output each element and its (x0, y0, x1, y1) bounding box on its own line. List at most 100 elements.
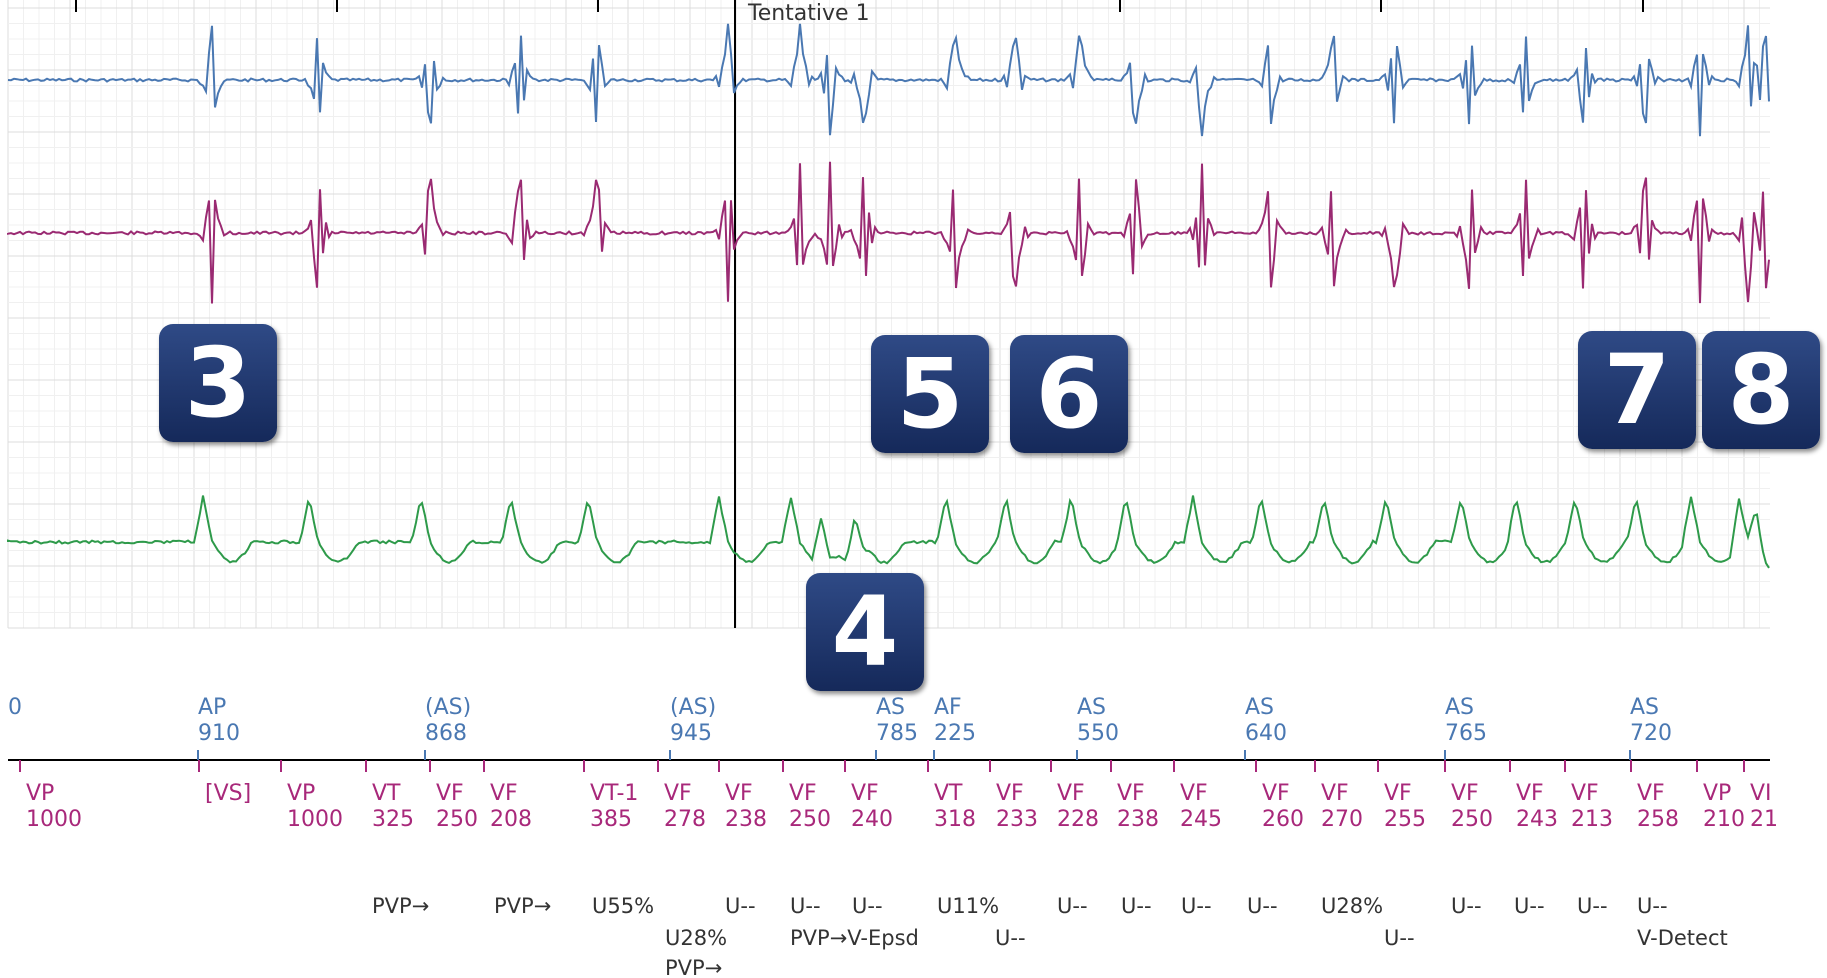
ventricular-marker-label: VF (664, 781, 692, 806)
annotation-row1-item: U-- (1451, 894, 1482, 918)
atrial-marker-interval: 640 (1245, 721, 1287, 746)
ventricular-marker-interval: 213 (1571, 807, 1613, 832)
atrial-marker-label: AP (198, 695, 226, 720)
atrial-marker-interval: 225 (934, 721, 976, 746)
atrial-marker-label: (AS) (670, 695, 716, 720)
ventricular-marker-interval: 255 (1384, 807, 1426, 832)
ventricular-marker-label: VF (1262, 781, 1290, 806)
atrial-marker-label: AS (876, 695, 905, 720)
ventricular-marker-interval: 385 (590, 807, 632, 832)
ventricular-marker-label: VF (1057, 781, 1085, 806)
atrial-marker-interval: 945 (670, 721, 712, 746)
annotation-row1-item: U-- (1637, 894, 1668, 918)
ventricular-marker-label: VF (1516, 781, 1544, 806)
annotation-row2-item: U-- (1384, 926, 1415, 950)
atrial-marker-label: AS (1245, 695, 1274, 720)
badge-8[interactable]: 8 (1702, 331, 1820, 449)
ventricular-marker-interval: 258 (1637, 807, 1679, 832)
atrial-marker-interval: 765 (1445, 721, 1487, 746)
atrial-marker-interval: 910 (198, 721, 240, 746)
atrial-marker-interval: 550 (1077, 721, 1119, 746)
atrial-marker-interval: 720 (1630, 721, 1672, 746)
annotation-rows: PVP→ PVP→ U55% U-- U-- U-- U11% U-- U-- U-- U-- U28… (372, 894, 1728, 978)
ventricular-marker-interval: 250 (789, 807, 831, 832)
annotation-row2-item: V-Detect (1637, 926, 1728, 950)
annotation-row1-item: U-- (1181, 894, 1212, 918)
ventricular-marker-interval: 1000 (287, 807, 343, 832)
annotation-row1-item: U-- (1247, 894, 1278, 918)
annotation-row1-item: U11% (937, 894, 999, 918)
annotation-row1-item: U-- (1514, 894, 1545, 918)
ventricular-marker-interval: 250 (436, 807, 478, 832)
atrial-marker-label: AS (1630, 695, 1659, 720)
far-field-channel (7, 495, 1770, 569)
ventricular-marker-interval: 238 (725, 807, 767, 832)
ventricular-marker-label: VI (1750, 781, 1772, 806)
atrial-marker-label: AS (1445, 695, 1474, 720)
atrial-marker-interval: 868 (425, 721, 467, 746)
annotation-row3-item: PVP→ (665, 956, 722, 978)
ventricular-marker-label: VT (934, 781, 963, 806)
ventricular-marker-label: VP (287, 781, 315, 806)
ventricular-marker-interval: 270 (1321, 807, 1363, 832)
annotation-row1-item: U-- (725, 894, 756, 918)
ventricular-marker-interval: 1000 (26, 807, 82, 832)
atrial-marker-label: AF (934, 695, 962, 720)
badge-4[interactable]: 4 (806, 573, 924, 691)
ventricular-marker-label: VF (1321, 781, 1349, 806)
annotation-row1-item: PVP→ (372, 894, 429, 918)
ventricular-marker-label: VF (1384, 781, 1412, 806)
annotation-row1-item: U-- (1057, 894, 1088, 918)
ventricular-marker-label: VF (725, 781, 753, 806)
tentative-label: Tentative 1 (747, 1, 870, 26)
annotation-row1-item: PVP→ (494, 894, 551, 918)
badge-3[interactable]: 3 (159, 324, 277, 442)
ventricular-marker-label: VP (1703, 781, 1731, 806)
badge-7[interactable]: 7 (1578, 331, 1696, 449)
ventricular-marker-interval: 21 (1750, 807, 1778, 832)
ventricular-marker-label: VP (26, 781, 54, 806)
top-time-ticks (75, 0, 1644, 12)
ventricular-marker-interval: 278 (664, 807, 706, 832)
ventricular-marker-interval: 208 (490, 807, 532, 832)
egm-traces (7, 23, 1770, 569)
annotation-row1-item: U-- (1577, 894, 1608, 918)
badge-6[interactable]: 6 (1010, 335, 1128, 453)
atrial-marker-interval: 785 (876, 721, 918, 746)
ventricular-marker-interval: 243 (1516, 807, 1558, 832)
ventricular-marker-label: VT-1 (590, 781, 638, 806)
annotation-row2-item: U28% (665, 926, 727, 950)
ventricular-marker-interval: 260 (1262, 807, 1304, 832)
ventricular-marker-label: VF (1451, 781, 1479, 806)
ventricular-marker-interval: 233 (996, 807, 1038, 832)
annotation-row1-item: U-- (1121, 894, 1152, 918)
annotation-row1-item: U55% (592, 894, 654, 918)
ventricular-marker-label: VF (490, 781, 518, 806)
annotation-row1-item: U-- (852, 894, 883, 918)
ventricular-marker-label: VF (1637, 781, 1665, 806)
ventricular-marker-interval: 325 (372, 807, 414, 832)
annotation-row2-item: PVP→V-Epsd (790, 926, 919, 950)
atrial-marker-channel: 0 AP910(AS)868(AS)945AS785AF225AS550AS640… (8, 695, 1672, 760)
ventricular-marker-label: VT (372, 781, 401, 806)
ventricular-marker-label: VF (1117, 781, 1145, 806)
ventricular-marker-interval: 240 (851, 807, 893, 832)
ventricular-marker-label: VF (789, 781, 817, 806)
annotation-row1-item: U28% (1321, 894, 1383, 918)
badge-5[interactable]: 5 (871, 335, 989, 453)
ventricular-marker-label: VF (1180, 781, 1208, 806)
ventricular-marker-label: VF (436, 781, 464, 806)
rv-tip-ring-channel (7, 23, 1770, 137)
annotation-row2-item: U-- (995, 926, 1026, 950)
ecg-grid (7, 0, 1770, 629)
ventricular-marker-interval: 318 (934, 807, 976, 832)
ventricular-marker-label: VF (996, 781, 1024, 806)
ventricular-marker-label: VF (851, 781, 879, 806)
atrial-marker-label: (AS) (425, 695, 471, 720)
ventricular-marker-interval: 210 (1703, 807, 1745, 832)
atrial-marker-label: 0 (8, 695, 22, 720)
ventricular-marker-interval: 250 (1451, 807, 1493, 832)
ventricular-marker-label: VF (1571, 781, 1599, 806)
annotation-row1-item: U-- (790, 894, 821, 918)
